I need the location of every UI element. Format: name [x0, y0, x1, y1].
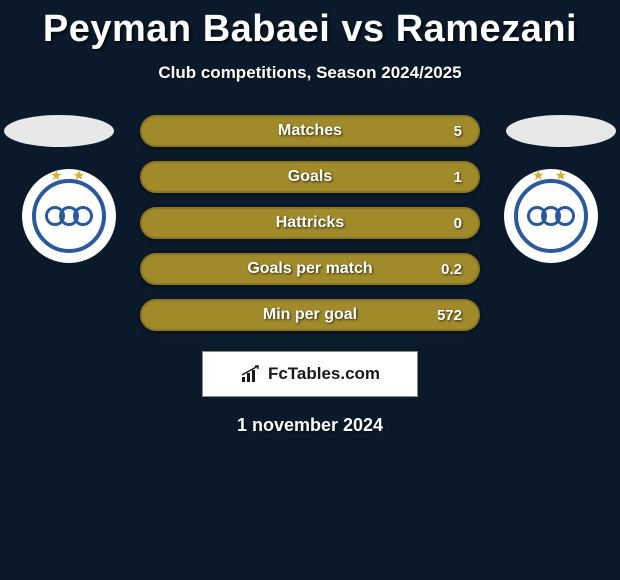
stat-value: 0.2 [441, 261, 462, 278]
stat-value: 572 [437, 307, 462, 324]
stat-value: 0 [454, 215, 462, 232]
stat-value: 5 [454, 123, 462, 140]
club-crest-icon: ★ ★ [514, 179, 588, 253]
club-badge-right: ★ ★ [504, 169, 598, 263]
stat-row: Min per goal 572 [140, 299, 480, 331]
stat-label: Min per goal [263, 306, 357, 324]
subtitle: Club competitions, Season 2024/2025 [0, 63, 620, 83]
rings-icon [530, 206, 572, 226]
player-left-placeholder [4, 115, 114, 147]
logo-text: FcTables.com [268, 364, 380, 384]
stat-value: 1 [454, 169, 462, 186]
club-crest-icon: ★ ★ [32, 179, 106, 253]
chart-icon [240, 365, 262, 383]
rings-icon [48, 206, 90, 226]
stat-row: Matches 5 [140, 115, 480, 147]
stat-row: Hattricks 0 [140, 207, 480, 239]
stat-label: Goals [288, 168, 332, 186]
source-logo: FcTables.com [202, 351, 418, 397]
page-title: Peyman Babaei vs Ramezani [0, 0, 620, 51]
stat-label: Hattricks [276, 214, 344, 232]
stat-row: Goals per match 0.2 [140, 253, 480, 285]
stat-label: Matches [278, 122, 342, 140]
comparison-content: ★ ★ ★ ★ Matches 5 Goals 1 Hattricks 0 Go… [0, 115, 620, 436]
club-badge-left: ★ ★ [22, 169, 116, 263]
star-icon: ★ ★ [518, 167, 584, 184]
star-icon: ★ ★ [36, 167, 102, 184]
stat-label: Goals per match [247, 260, 372, 278]
stat-row: Goals 1 [140, 161, 480, 193]
player-right-placeholder [506, 115, 616, 147]
stats-list: Matches 5 Goals 1 Hattricks 0 Goals per … [140, 115, 480, 331]
date-text: 1 november 2024 [0, 415, 620, 436]
